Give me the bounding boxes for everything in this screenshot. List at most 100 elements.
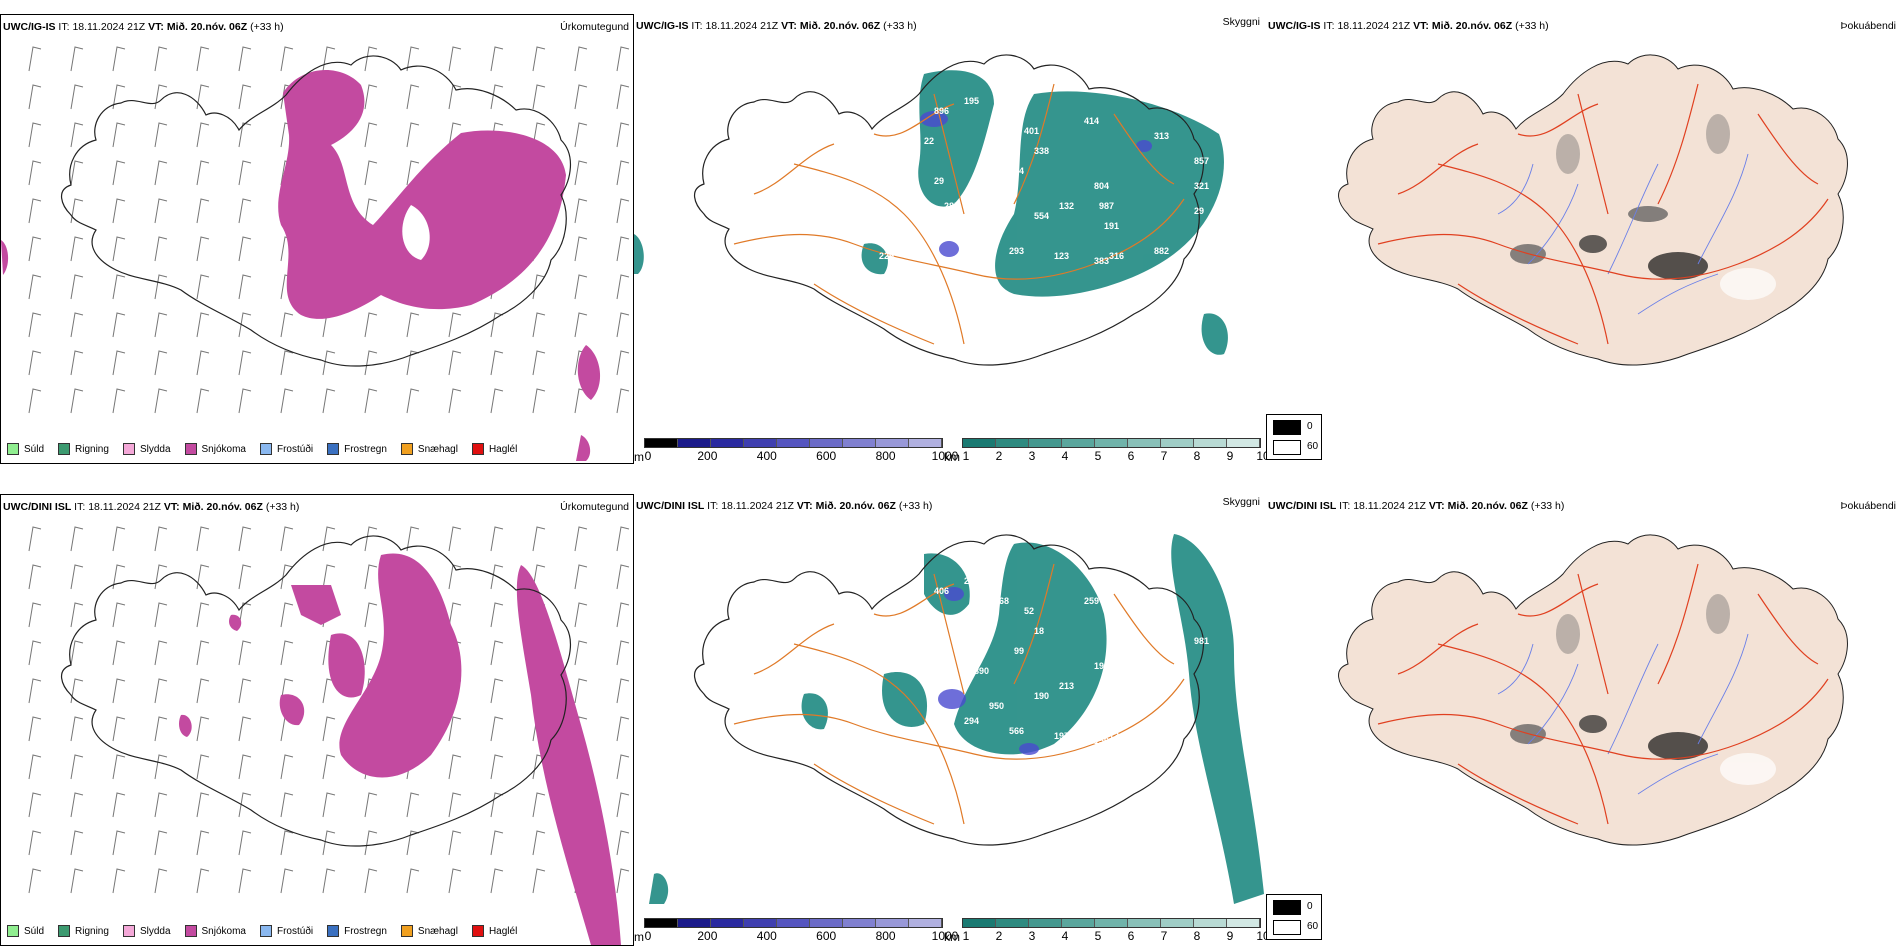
wind-barb <box>280 868 294 894</box>
cloudbase-label: 152 <box>1154 726 1169 736</box>
colorbar-tick: 8 <box>1193 449 1201 463</box>
wind-barb <box>364 122 378 148</box>
wind-barb <box>28 754 42 780</box>
cloudbase-label: 294 <box>964 716 979 726</box>
colorbar-swatch <box>843 919 876 927</box>
wind-barb <box>28 160 42 186</box>
legend-item: Snæhagl <box>400 925 458 937</box>
wind-barb <box>112 236 126 262</box>
colorbar-swatch <box>645 439 678 447</box>
wind-barb <box>574 526 588 552</box>
wind-barb <box>112 792 126 818</box>
precip-title-row1: UWC/IG-IS IT: 18.11.2024 21Z VT: Mið. 20… <box>3 21 284 33</box>
wind-barb <box>70 602 84 628</box>
cloudbase-label: 168 <box>934 231 949 241</box>
wind-barb <box>238 526 252 552</box>
colorbar-tick: 9 <box>1226 929 1234 943</box>
cloudbase-label: 313 <box>1154 131 1169 141</box>
wind-barb <box>448 388 462 414</box>
wind-barb <box>238 678 252 704</box>
wind-barb <box>574 84 588 110</box>
colorbar-tick: 1 <box>962 449 970 463</box>
wind-barb <box>154 350 168 376</box>
wind-barb <box>154 526 168 552</box>
wind-barb <box>196 46 210 72</box>
wind-barb <box>280 602 294 628</box>
wind-barb <box>154 640 168 666</box>
wind-barb <box>154 198 168 224</box>
wind-barb <box>406 868 420 894</box>
wind-barb <box>532 388 546 414</box>
wind-barb <box>28 716 42 742</box>
wind-barb <box>364 792 378 818</box>
wind-barb <box>406 526 420 552</box>
colorbar-tick: 7 <box>1160 929 1168 943</box>
fog-legend-row2: 0 60 <box>1266 894 1322 940</box>
visibility-colorbar-row2: km 1 2 3 4 5 6 7 8 9 10 <box>944 918 1270 946</box>
colorbar-swatch <box>909 919 942 927</box>
cloudbase-label: 259 <box>1084 596 1099 606</box>
wind-barb <box>28 198 42 224</box>
wind-barb <box>448 602 462 628</box>
wind-barb <box>154 792 168 818</box>
cloudbase-label: 414 <box>1084 116 1099 126</box>
wind-barb <box>28 312 42 338</box>
legend-item: Frostúði <box>259 925 313 937</box>
wind-barb <box>154 830 168 856</box>
wind-barb <box>112 640 126 666</box>
colorbar-swatch <box>777 919 810 927</box>
cloudbase-label: 22 <box>924 136 934 146</box>
wind-barb <box>532 312 546 338</box>
wind-barb <box>448 122 462 148</box>
wind-barb <box>574 640 588 666</box>
wind-barb <box>196 312 210 338</box>
cloudbase-label: 196 <box>1094 661 1109 671</box>
colorbar-swatch <box>1128 919 1161 927</box>
colorbar-tick: 200 <box>697 449 718 463</box>
cloudbase-label: 29 <box>934 176 944 186</box>
wind-barb <box>490 602 504 628</box>
cloudbase-label: 168 <box>994 596 1009 606</box>
wind-barb <box>112 46 126 72</box>
wind-barb <box>70 640 84 666</box>
wind-barb <box>490 754 504 780</box>
cloudbase-colorbar-row1: m 0 200 400 600 800 1000 <box>634 438 958 466</box>
colorbar-swatch <box>678 919 711 927</box>
wind-barb <box>112 526 126 552</box>
fog-title-row1: UWC/IG-IS IT: 18.11.2024 21Z VT: Mið. 20… <box>1268 20 1549 32</box>
wind-barb <box>196 678 210 704</box>
wind-barb <box>70 564 84 590</box>
wind-barb <box>616 716 630 742</box>
fog-name-row1: Þokuábendi <box>1840 20 1896 32</box>
legend-item: Súld <box>7 443 44 455</box>
wind-barb <box>280 312 294 338</box>
wind-barb <box>238 46 252 72</box>
snow-areas <box>1 70 601 461</box>
wind-barb <box>112 754 126 780</box>
colorbar-tick: 8 <box>1193 929 1201 943</box>
cloudbase-label: 229 <box>879 251 894 261</box>
cloudbase-label: 406 <box>934 586 949 596</box>
wind-barb <box>70 198 84 224</box>
legend-item: Súld <box>7 925 44 937</box>
wind-barb <box>196 564 210 590</box>
legend-item: Frostregn <box>327 925 387 937</box>
wind-barb <box>616 388 630 414</box>
cloudbase-label: 132 <box>989 221 1004 231</box>
cloudbase-label: 240 <box>964 576 979 586</box>
wind-barb <box>322 792 336 818</box>
wind-barb <box>70 678 84 704</box>
wind-barb <box>322 46 336 72</box>
wind-barb <box>364 312 378 338</box>
colorbar-tick: 200 <box>697 929 718 943</box>
legend-item: Rigning <box>58 443 109 455</box>
cloudbase-label: 213 <box>1059 681 1074 691</box>
wind-barb <box>28 122 42 148</box>
wind-barb <box>112 388 126 414</box>
fog-map-row1 <box>1338 54 1848 366</box>
cloudbase-label: 950 <box>989 701 1004 711</box>
colorbar-tick: 1000 <box>931 449 959 463</box>
cloudbase-label: 195 <box>964 96 979 106</box>
wind-barb <box>196 830 210 856</box>
wind-barb <box>28 46 42 72</box>
